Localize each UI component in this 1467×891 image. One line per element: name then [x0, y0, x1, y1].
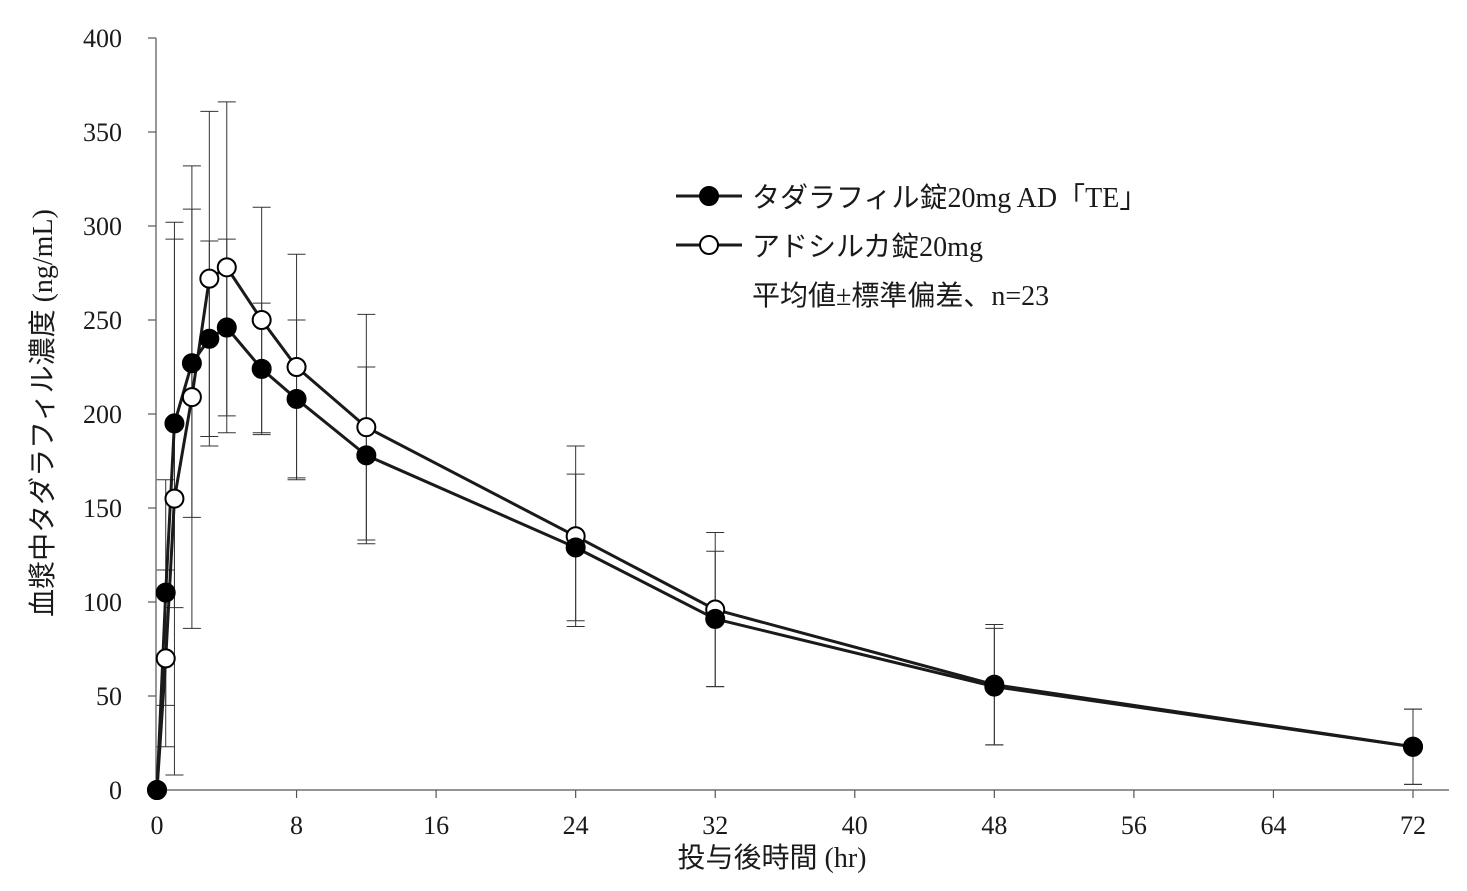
data-point-series-1 — [199, 328, 220, 349]
x-tick-label: 40 — [842, 811, 868, 840]
data-point-series-2 — [286, 357, 307, 377]
data-point-series-1 — [216, 317, 237, 338]
legend-label-series-2: アドシルカ錠20mg — [752, 231, 983, 263]
data-point-series-1 — [164, 413, 185, 434]
data-point-series-2 — [251, 310, 272, 330]
data-point-series-1 — [356, 445, 377, 466]
x-tick-label: 16 — [423, 811, 449, 840]
x-tick-label: 56 — [1121, 811, 1147, 840]
legend-note: 平均値±標準偏差、n=23 — [752, 280, 1049, 312]
legend-marker-series-1 — [699, 186, 719, 206]
x-tick-label: 48 — [981, 811, 1007, 840]
y-tick-label: 400 — [83, 24, 122, 53]
data-point-series-2 — [356, 417, 377, 438]
data-point-series-1 — [181, 353, 202, 374]
series-line-1 — [155, 326, 1414, 791]
data-point-series-2 — [164, 488, 185, 509]
data-point-series-1 — [251, 358, 272, 379]
x-tick-label: 8 — [290, 811, 303, 840]
y-tick-label: 300 — [83, 212, 122, 241]
data-point-series-1 — [1403, 736, 1423, 757]
y-tick-label: 50 — [96, 682, 122, 711]
y-axis-label: 血漿中タダラフィル濃度 (ng/mL) — [27, 209, 59, 617]
legend-label-series-1: タダラフィル錠20mg AD「TE」 — [752, 182, 1147, 214]
data-point-series-2 — [216, 257, 237, 278]
data-point-series-1 — [286, 388, 307, 409]
data-point-series-2 — [155, 648, 176, 669]
x-tick-label: 32 — [702, 811, 728, 840]
legend-marker-series-2 — [699, 235, 719, 255]
data-point-series-1 — [155, 582, 176, 603]
data-point-series-1 — [565, 537, 586, 558]
x-tick-label: 24 — [563, 811, 589, 840]
data-point-series-1 — [705, 608, 726, 629]
legend: タダラフィル錠20mg AD「TE」 アドシルカ錠20mg 平均値±標準偏差、n… — [676, 182, 1147, 312]
y-tick-label: 200 — [83, 400, 122, 429]
y-tick-label: 350 — [83, 118, 122, 147]
axes: 0 50 100 150 200 250 300 350 400 0 8 16 24 32 40 48 56 64… — [83, 24, 1449, 840]
data-point-series-2 — [181, 387, 202, 408]
y-tick-label: 250 — [83, 306, 122, 335]
data-point-series-1 — [984, 676, 1005, 697]
series-markers — [147, 257, 1423, 800]
data-point-series-2 — [199, 268, 220, 289]
y-tick-label: 150 — [83, 494, 122, 523]
x-tick-label: 72 — [1400, 811, 1426, 840]
data-point-series-1 — [147, 780, 167, 800]
x-tick-label: 64 — [1260, 811, 1286, 840]
x-axis-label: 投与後時間 (hr) — [678, 842, 867, 874]
y-tick-label: 0 — [109, 776, 122, 805]
series-line-2 — [155, 265, 1414, 791]
x-tick-label: 0 — [151, 811, 164, 840]
series-lines — [155, 265, 1414, 791]
y-tick-label: 100 — [83, 588, 122, 617]
